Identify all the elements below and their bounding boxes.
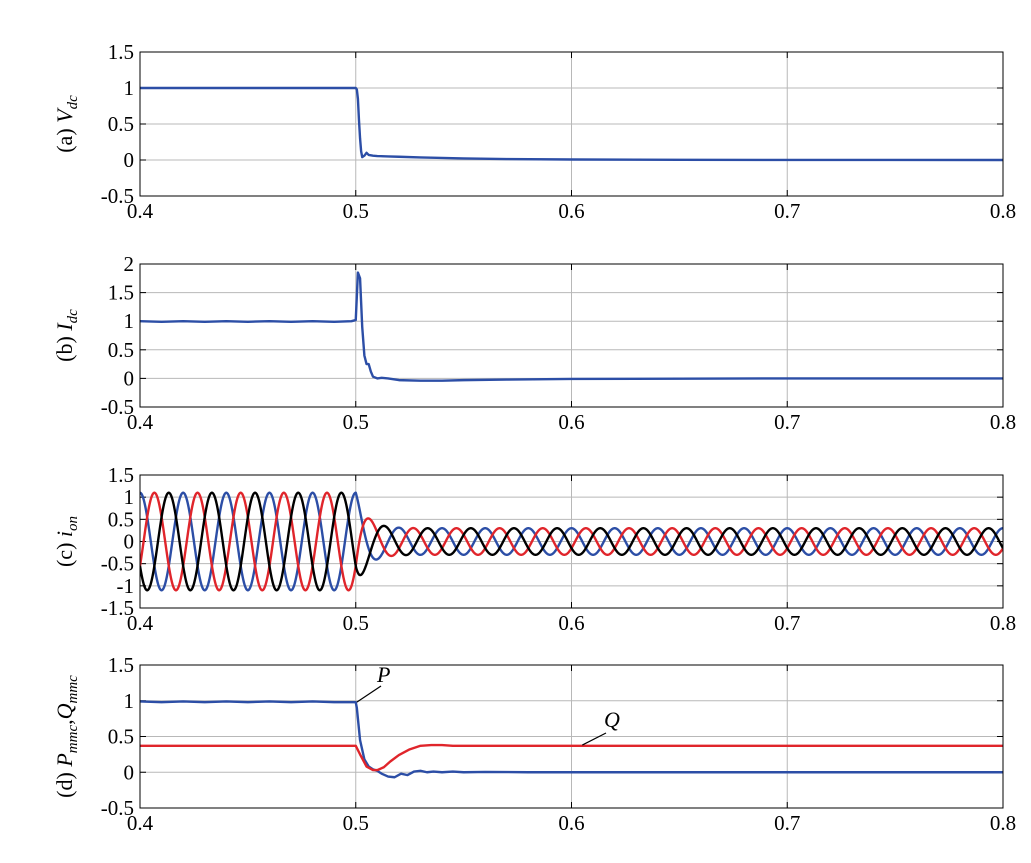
y-tick-label: -0.5 [101, 184, 134, 208]
y-tick-label: 0.5 [108, 112, 134, 136]
y-tick-label: 0 [124, 530, 135, 554]
panel-d: 0.4 0.5 0.6 0.7 0.8 -0.5 0 0.5 1 1.5 (d) Pmmc,Qmmc… [52, 653, 1016, 835]
y-tick-label: 0.5 [108, 725, 134, 749]
series-line-main [140, 271, 1003, 382]
x-tick-label: 0.4 [127, 410, 154, 434]
y-tick-label: 1.5 [108, 40, 134, 64]
series-line-main [140, 86, 1003, 162]
phase-current-line [140, 491, 1003, 592]
y-tick-label: 1 [124, 689, 135, 713]
x-tick-label: 0.8 [990, 199, 1016, 223]
plot-area [140, 86, 1003, 162]
panel-b: 0.4 0.5 0.6 0.7 0.8 -0.5 0 0.5 1 1.5 2 (b) Idc [52, 252, 1016, 434]
y-tick-label: 2 [124, 252, 135, 276]
x-tick-label: 0.7 [774, 410, 800, 434]
x-tick-label: 0.5 [343, 811, 369, 835]
x-tick-label: 0.8 [990, 811, 1016, 835]
y-axis-label: (c) ion [52, 516, 81, 567]
y-tick-label: 0.5 [108, 338, 134, 362]
axes-frame [139, 474, 1004, 609]
y-tick-label: 0 [124, 148, 135, 172]
y-tick-label: 1 [124, 309, 135, 333]
x-tick-label: 0.4 [127, 611, 154, 635]
x-tick-label: 0.5 [343, 611, 369, 635]
axes-frame [139, 263, 1004, 408]
y-tick-label: -0.5 [101, 552, 134, 576]
x-tick-label: 0.5 [343, 199, 369, 223]
y-tick-label: -0.5 [101, 796, 134, 820]
y-tick-label: 0.5 [108, 507, 134, 531]
y-tick-label: 1.5 [108, 281, 134, 305]
x-tick-label: 0.6 [558, 611, 584, 635]
y-tick-label: -1 [117, 574, 135, 598]
plot-area [140, 700, 1003, 779]
annotation-leader-p [356, 685, 382, 703]
x-tick-label: 0.6 [558, 199, 584, 223]
y-tick-label: 1 [124, 76, 135, 100]
panel-c: 0.4 0.5 0.6 0.7 0.8-1.5-1-0.500.511.5(c) ion [52, 463, 1016, 635]
y-tick-label: 0 [124, 366, 135, 390]
y-tick-label: 1 [124, 485, 135, 509]
y-tick-label: 1.5 [108, 653, 134, 677]
x-tick-label: 0.7 [774, 811, 800, 835]
plot-area [140, 491, 1003, 592]
annotation-label-p: P [376, 662, 390, 687]
x-tick-label: 0.8 [990, 611, 1016, 635]
axes-frame [139, 664, 1004, 809]
x-tick-label: 0.6 [558, 811, 584, 835]
y-tick-label: -1.5 [101, 596, 134, 620]
series-line-p [140, 700, 1003, 779]
panel-a: 0.4 0.5 0.6 0.7 0.8 -0.5 0 0.5 1 1.5 (a) Vdc [52, 40, 1016, 223]
plot-area [140, 271, 1003, 382]
axes-frame [139, 51, 1004, 197]
y-tick-label: 0 [124, 760, 135, 784]
x-tick-label: 0.7 [774, 611, 800, 635]
x-tick-label: 0.4 [127, 811, 154, 835]
x-tick-label: 0.6 [558, 410, 584, 434]
annotation-leader-q [582, 732, 607, 746]
y-tick-label: 1.5 [108, 463, 134, 487]
x-tick-label: 0.7 [774, 199, 800, 223]
annotation-label-q: Q [604, 707, 620, 732]
y-axis-label: (a) Vdc [52, 95, 81, 153]
x-tick-label: 0.4 [127, 199, 154, 223]
x-tick-label: 0.5 [343, 410, 369, 434]
y-axis-label: (b) Idc [52, 309, 81, 362]
series-line-q [140, 743, 1003, 772]
x-tick-label: 0.8 [990, 410, 1016, 434]
y-axis-label: (d) Pmmc,Qmmc [52, 675, 81, 798]
y-tick-label: -0.5 [101, 395, 134, 419]
